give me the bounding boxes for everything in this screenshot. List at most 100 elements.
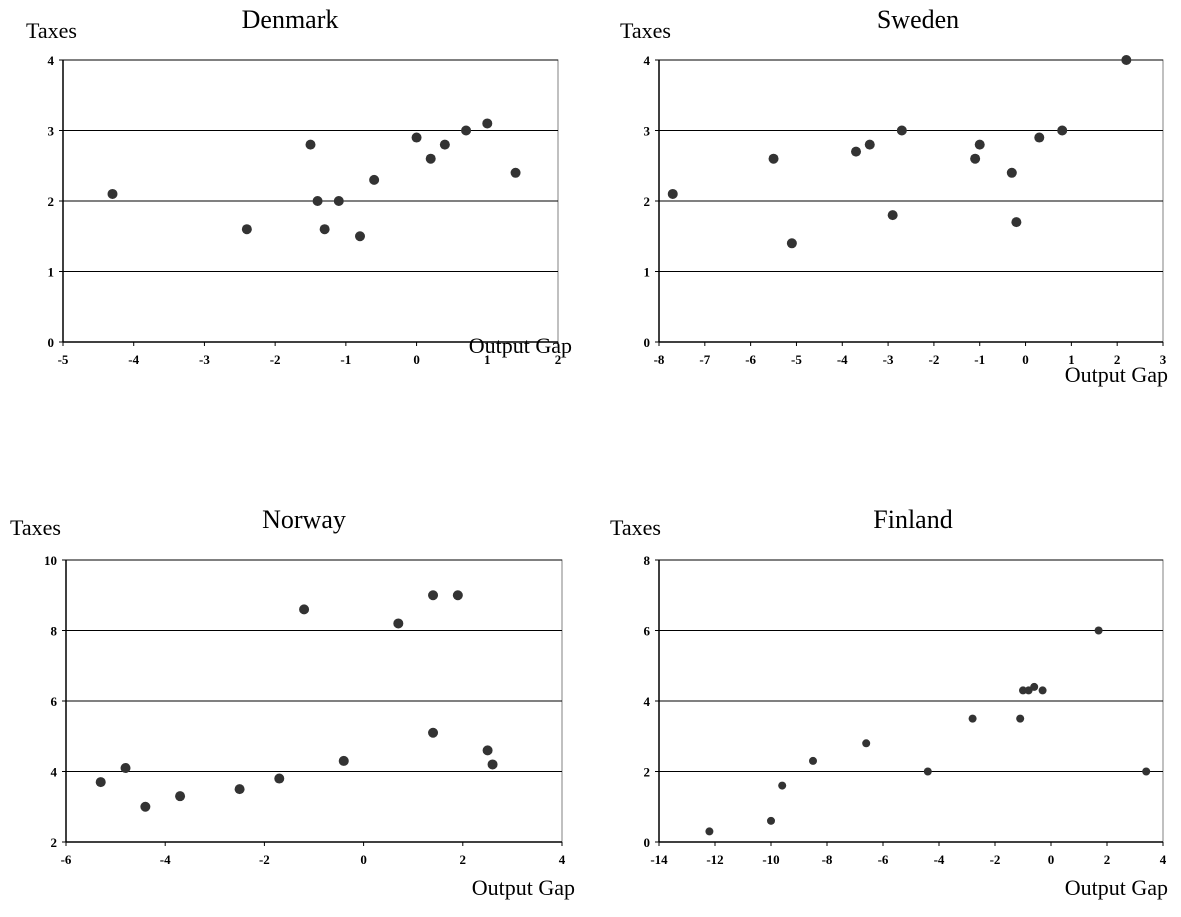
data-point	[482, 118, 493, 129]
data-point	[786, 238, 797, 249]
data-point	[274, 773, 285, 784]
x-tick-label-6: -6	[878, 852, 889, 867]
data-point	[970, 153, 981, 164]
data-point	[1019, 686, 1027, 695]
data-point	[809, 756, 817, 765]
data-point	[510, 167, 521, 178]
data-point	[968, 714, 977, 723]
data-point	[299, 604, 310, 615]
x-tick-label-0: 0	[1048, 852, 1055, 867]
data-point	[312, 196, 323, 206]
denmark-chart: 0 1 2 3 4 -5 -4 -3 -2 -1 0 1 2 Denmark Taxes Output Gap	[26, 5, 572, 367]
data-point	[241, 224, 252, 235]
data-point	[778, 781, 787, 790]
data-point	[1057, 125, 1068, 136]
x-axis-label: Output Gap	[469, 333, 572, 358]
data-point	[482, 745, 493, 756]
x-tick-label-1: -1	[340, 352, 351, 367]
x-tick-label-10: -10	[762, 852, 779, 867]
data-point	[864, 139, 875, 150]
x-axis-label: Output Gap	[472, 875, 575, 900]
y-tick-label-0: 0	[644, 835, 651, 850]
chart-title: Denmark	[242, 5, 339, 34]
y-tick-label-3: 3	[48, 124, 55, 139]
x-tick-label-8: -8	[654, 352, 665, 367]
y-tick-label-1: 1	[644, 265, 651, 280]
x-tick-label-1: -1	[974, 352, 985, 367]
y-tick-label-2: 2	[644, 194, 651, 209]
data-point	[851, 146, 862, 157]
x-tick-label-4: -4	[160, 852, 171, 867]
data-point	[1011, 217, 1022, 228]
data-point	[1094, 626, 1103, 635]
y-tick-label-2: 2	[51, 835, 58, 850]
data-point	[319, 224, 330, 235]
y-tick-label-2: 2	[644, 765, 651, 780]
x-tick-label-0: 0	[1022, 352, 1029, 367]
x-tick-label-2: -2	[259, 852, 270, 867]
data-point	[425, 153, 436, 164]
x-tick-label-2: -2	[990, 852, 1001, 867]
data-point	[1016, 714, 1025, 723]
x-tick-label-7: -7	[699, 352, 710, 367]
x-tick-label-1: 1	[484, 352, 491, 367]
x-tick-label-5: -5	[58, 352, 69, 367]
data-point	[1121, 55, 1132, 65]
y-axis-label: Taxes	[10, 515, 61, 540]
data-point	[1030, 682, 1039, 691]
data-point	[667, 188, 678, 199]
x-tick-label-2: -2	[270, 352, 281, 367]
x-tick-label-4: 4	[1160, 852, 1167, 867]
y-tick-label-10: 10	[44, 553, 57, 568]
x-tick-label-4: -4	[128, 352, 139, 367]
x-tick-label-4: 4	[559, 852, 566, 867]
x-tick-label-5: -5	[791, 352, 802, 367]
data-point	[923, 767, 932, 776]
data-point	[1034, 132, 1045, 143]
x-tick-label-8: -8	[822, 852, 833, 867]
data-point	[175, 791, 186, 802]
x-tick-label-2: 2	[1114, 352, 1121, 367]
chart-title: Norway	[262, 505, 346, 534]
y-tick-label-4: 4	[644, 53, 651, 68]
x-tick-label-2: -2	[928, 352, 939, 367]
y-tick-label-8: 8	[644, 553, 651, 568]
data-point	[107, 188, 118, 199]
y-tick-label-6: 6	[51, 694, 58, 709]
data-point	[487, 759, 498, 770]
data-point	[768, 153, 779, 164]
data-point	[1038, 686, 1047, 695]
finland-chart: 0 2 4 6 8 -14 -12 -10 -8 -6 -4 -2 0 2 4 Finland Taxes Out…	[610, 505, 1168, 900]
y-axis-label: Taxes	[610, 515, 661, 540]
x-tick-label-12: -12	[706, 852, 723, 867]
data-point	[369, 174, 380, 185]
y-axis-label: Taxes	[620, 18, 671, 43]
data-point	[120, 762, 131, 773]
y-tick-label-4: 4	[644, 694, 651, 709]
data-point	[428, 590, 439, 601]
data-point	[95, 777, 106, 788]
x-tick-label-2: 2	[555, 352, 562, 367]
norway-chart: 2 4 6 8 10 -6 -4 -2 0 2 4 Norway Taxes Output Gap	[10, 505, 575, 900]
x-tick-label-14: -14	[650, 852, 668, 867]
x-tick-label-4: -4	[934, 852, 945, 867]
data-point	[1142, 767, 1151, 776]
data-point	[234, 784, 245, 795]
data-point	[1006, 167, 1017, 178]
data-point	[974, 139, 985, 150]
y-axis-label: Taxes	[26, 18, 77, 43]
data-point	[896, 125, 907, 136]
x-tick-label-3: -3	[883, 352, 894, 367]
x-tick-label-2: 2	[1104, 852, 1111, 867]
x-tick-label-6: -6	[745, 352, 756, 367]
chart-title: Finland	[873, 505, 952, 534]
data-point	[393, 618, 404, 629]
x-tick-label-4: -4	[837, 352, 848, 367]
data-point	[767, 816, 775, 825]
x-axis-label: Output Gap	[1065, 875, 1168, 900]
data-point	[452, 590, 463, 601]
x-tick-label-0: 0	[413, 352, 420, 367]
data-point	[355, 231, 365, 242]
data-point	[461, 125, 472, 136]
